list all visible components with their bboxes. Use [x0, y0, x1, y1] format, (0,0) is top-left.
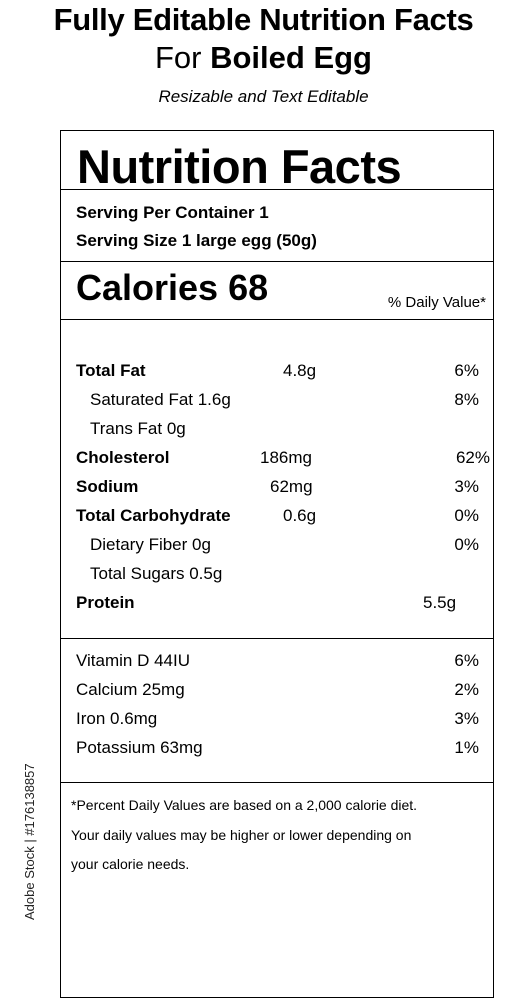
nutrient-row-total-sugars: Total Sugars 0.5g: [61, 564, 493, 588]
nutrient-dv: 3%: [454, 477, 479, 496]
nutrient-name: Total Sugars 0.5g: [90, 564, 223, 583]
nutrient-row-total-fat: Total Fat 4.8g 6%: [61, 361, 493, 385]
nutrient-dv: 0%: [454, 506, 479, 525]
nutrient-row-trans-fat: Trans Fat 0g: [61, 419, 493, 443]
daily-value-header: % Daily Value*: [387, 294, 486, 311]
label-title: Nutrition Facts: [77, 140, 402, 193]
footnote-line: *Percent Daily Values are based on a 2,0…: [71, 797, 418, 813]
nutrition-label: Nutrition Facts Serving Per Container 1 …: [60, 130, 494, 998]
vitamin-name: Potassium 63mg: [76, 738, 203, 757]
divider: [61, 319, 493, 320]
calories: Calories 68: [76, 267, 269, 308]
divider: [61, 782, 493, 783]
food-name: Boiled Egg: [210, 40, 372, 75]
nutrient-amount: 4.8g: [283, 361, 317, 380]
nutrient-name: Cholesterol: [76, 448, 170, 467]
vitamin-name: Calcium 25mg: [76, 680, 185, 699]
nutrient-dv: 8%: [454, 390, 479, 409]
nutrient-name: Trans Fat 0g: [90, 419, 186, 438]
divider: [61, 638, 493, 639]
nutrient-dv: 6%: [454, 361, 479, 380]
nutrient-name: Total Carbohydrate: [76, 506, 231, 525]
nutrient-name: Dietary Fiber 0g: [90, 535, 211, 554]
servings-per-container: Serving Per Container 1: [76, 203, 269, 222]
vitamin-row-vitamin-d: Vitamin D 44IU 6%: [61, 651, 493, 675]
nutrient-name: Total Fat: [76, 361, 146, 380]
page-tagline: Resizable and Text Editable: [158, 87, 369, 106]
footnote-line: your calorie needs.: [71, 856, 190, 872]
vitamin-dv: 1%: [454, 738, 479, 757]
vitamin-dv: 3%: [454, 709, 479, 728]
vitamin-dv: 6%: [454, 651, 479, 670]
title-prefix: For: [154, 40, 211, 75]
vitamin-name: Iron 0.6mg: [76, 709, 158, 728]
vitamin-name: Vitamin D 44IU: [76, 651, 191, 670]
nutrient-row-dietary-fiber: Dietary Fiber 0g 0%: [61, 535, 493, 559]
vitamin-row-iron: Iron 0.6mg 3%: [61, 709, 493, 733]
nutrient-dv: 0%: [454, 535, 479, 554]
page-subtitle-food: For Boiled Egg: [0, 40, 527, 76]
nutrient-name: Sodium: [76, 477, 139, 496]
nutrient-name: Protein: [76, 593, 135, 612]
stock-watermark: Adobe Stock | #176138857: [22, 763, 37, 920]
nutrient-row-total-carbohydrate: Total Carbohydrate 0.6g 0%: [61, 506, 493, 530]
nutrient-name: Saturated Fat 1.6g: [90, 390, 231, 409]
page-title: Fully Editable Nutrition Facts: [53, 2, 474, 37]
nutrient-amount: 5.5g: [423, 593, 457, 612]
nutrient-row-cholesterol: Cholesterol 186mg 62%: [61, 448, 493, 472]
vitamin-row-calcium: Calcium 25mg 2%: [61, 680, 493, 704]
nutrient-row-saturated-fat: Saturated Fat 1.6g 8%: [61, 390, 493, 414]
nutrient-amount: 186mg: [260, 448, 312, 467]
nutrient-dv: 62%: [455, 448, 490, 467]
nutrient-amount: 0.6g: [283, 506, 317, 525]
vitamin-dv: 2%: [454, 680, 479, 699]
footnote-line: Your daily values may be higher or lower…: [71, 827, 412, 843]
divider: [61, 189, 493, 190]
serving-size: Serving Size 1 large egg (50g): [76, 231, 317, 250]
vitamin-row-potassium: Potassium 63mg 1%: [61, 738, 493, 762]
divider: [61, 261, 493, 262]
nutrient-row-protein: Protein 5.5g: [61, 593, 493, 617]
nutrient-row-sodium: Sodium 62mg 3%: [61, 477, 493, 501]
nutrient-amount: 62mg: [270, 477, 313, 496]
